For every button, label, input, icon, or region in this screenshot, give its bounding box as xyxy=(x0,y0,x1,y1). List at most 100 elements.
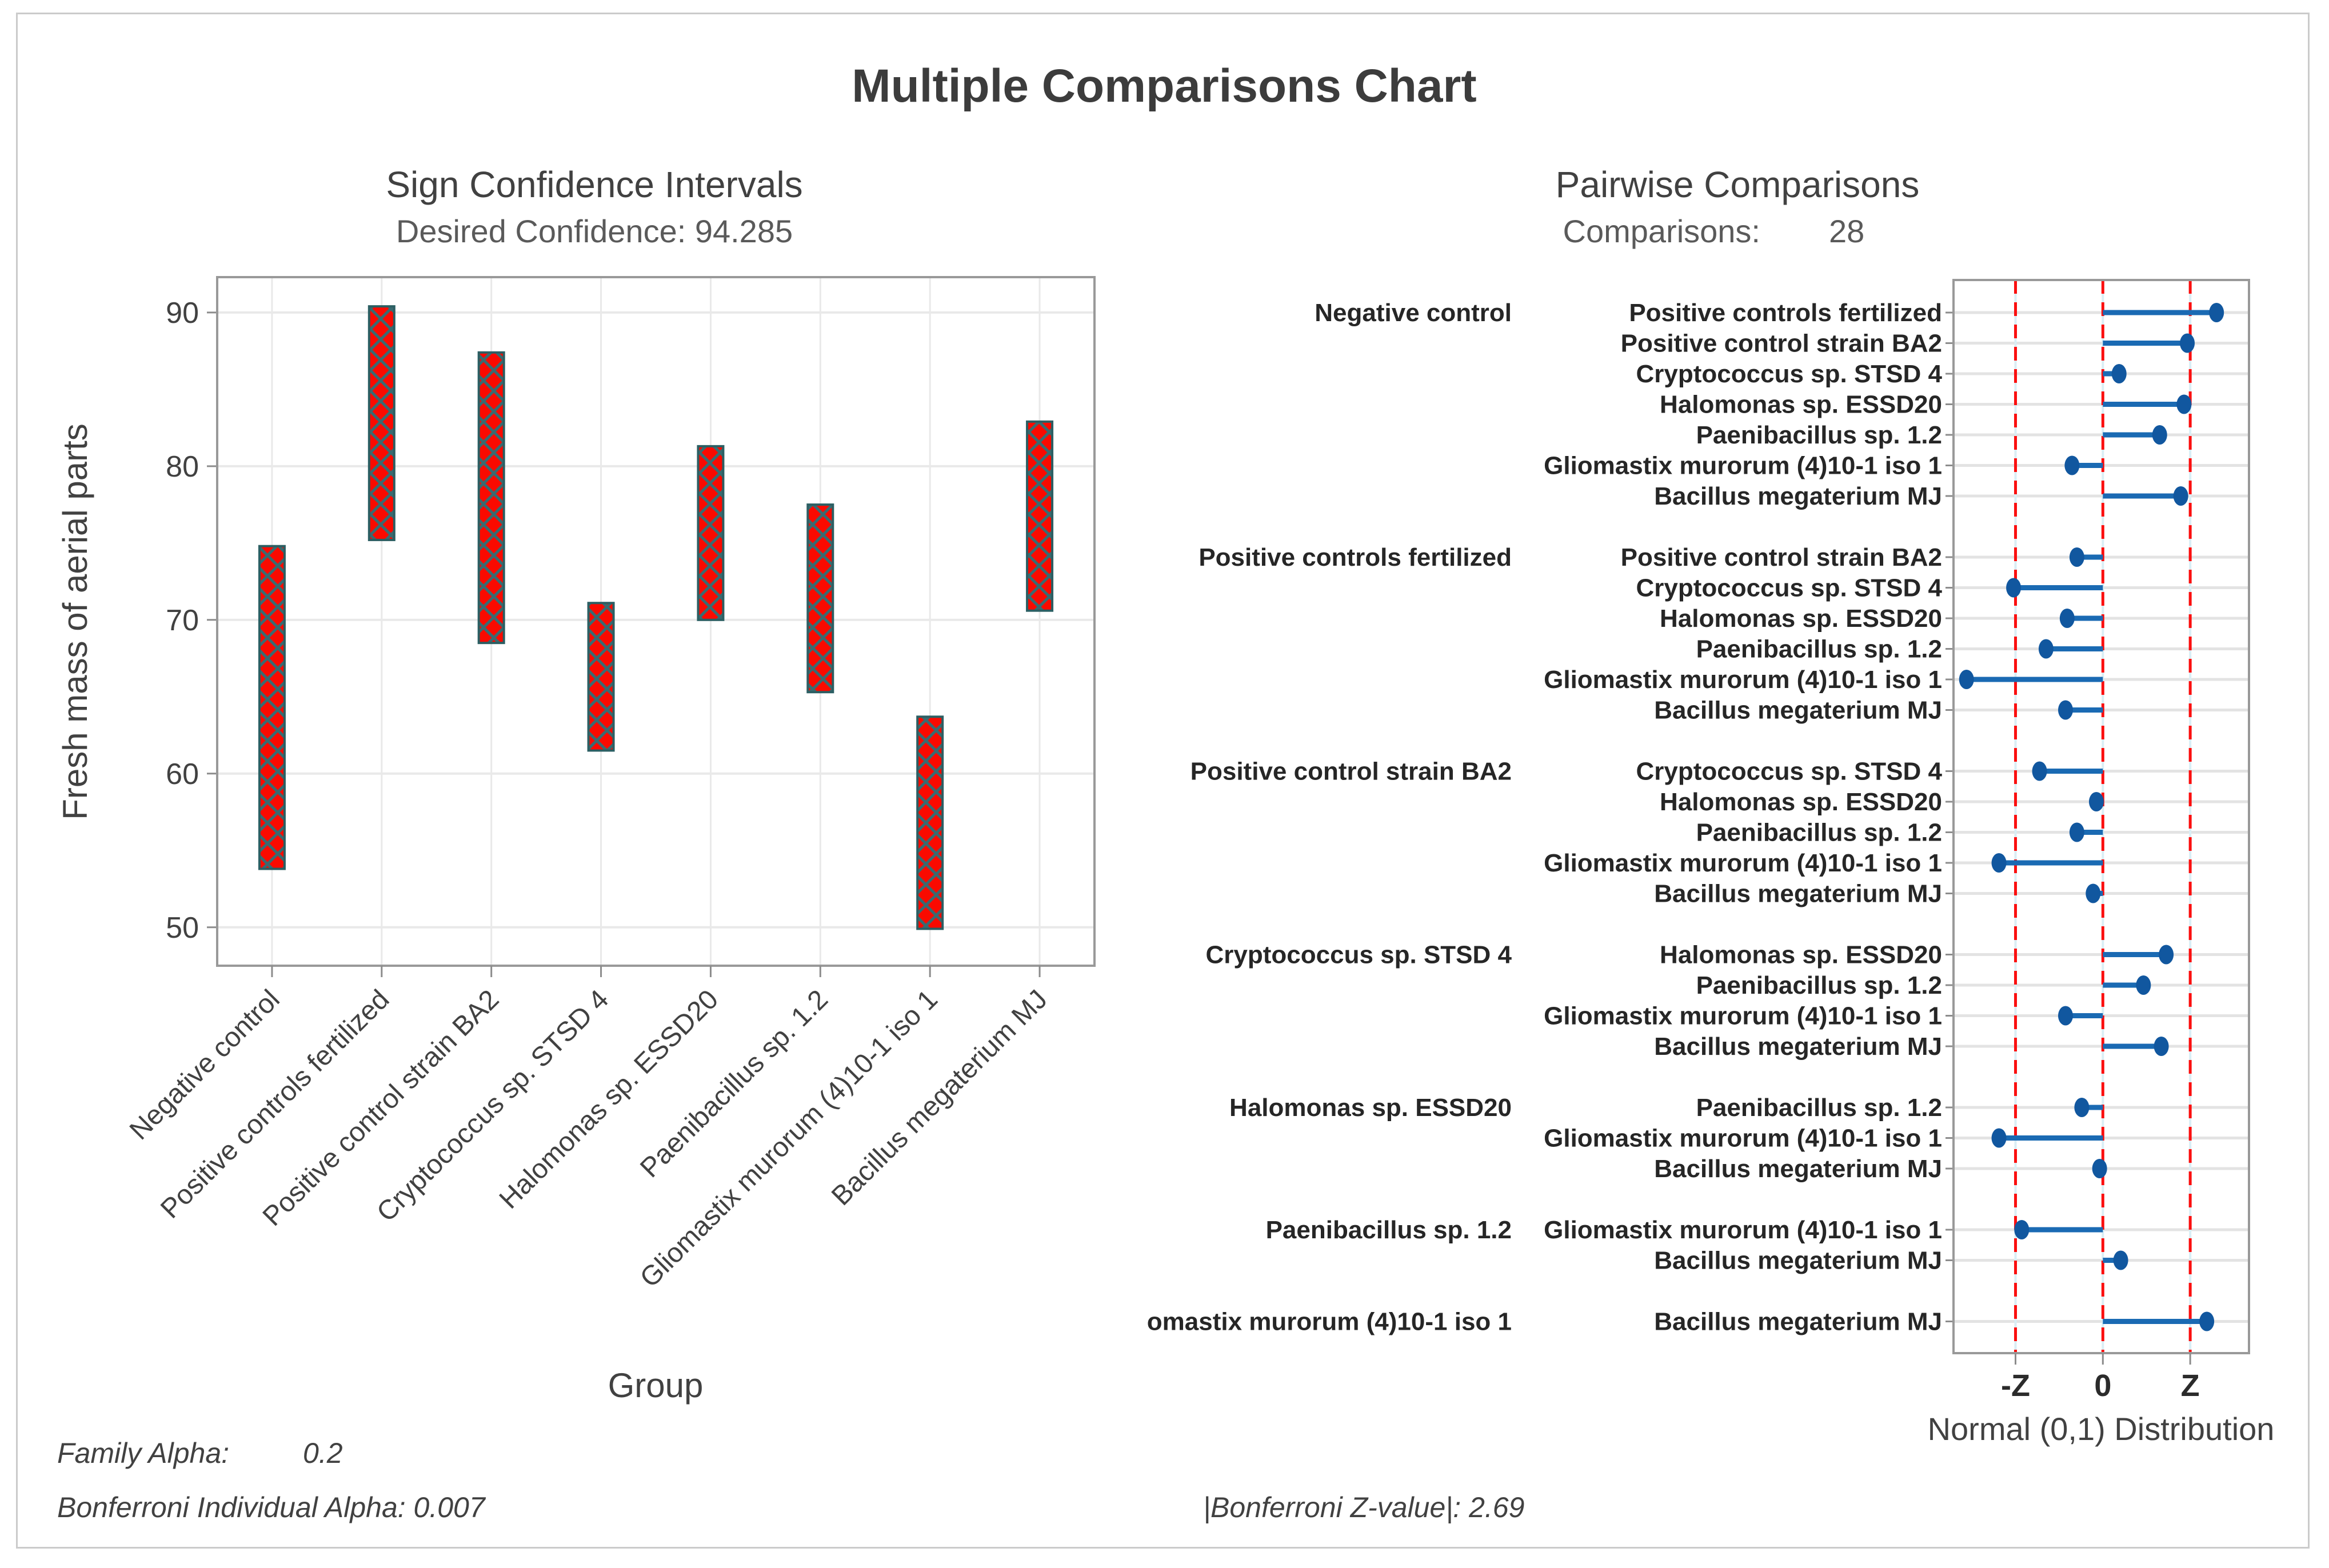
ci-bar-2 xyxy=(477,351,505,645)
right-chart-title: Pairwise Comparisons xyxy=(1556,164,1920,205)
ci-bar-6 xyxy=(916,715,944,930)
comparison-dot xyxy=(2173,486,2188,506)
comparison-label: Gliomastix murorum (4)10-1 iso 1 xyxy=(1544,452,1942,480)
comparison-label: Halomonas sp. ESSD20 xyxy=(1660,941,1942,969)
comparison-dot xyxy=(2136,975,2151,995)
comparison-dot xyxy=(2152,425,2167,445)
group-label: omastix murorum (4)10-1 iso 1 xyxy=(1147,1308,1512,1336)
comparison-label: Paenibacillus sp. 1.2 xyxy=(1696,635,1942,663)
ci-bar-7 xyxy=(1026,420,1054,612)
page-title: Multiple Comparisons Chart xyxy=(852,60,1476,112)
left-chart-subtitle: Desired Confidence: 94.285 xyxy=(396,213,793,249)
comparison-label: Cryptococcus sp. STSD 4 xyxy=(1636,758,1943,786)
comparison-label: Halomonas sp. ESSD20 xyxy=(1660,391,1942,419)
comparison-dot xyxy=(2086,883,2101,903)
comparison-label: Gliomastix murorum (4)10-1 iso 1 xyxy=(1544,1125,1942,1153)
comparison-dot xyxy=(2006,578,2022,598)
comparison-dot xyxy=(2111,364,2127,383)
right-x-tick-label: -Z xyxy=(2001,1369,2030,1403)
y-tick-label: 80 xyxy=(166,450,199,483)
right-x-tick-label: 0 xyxy=(2094,1369,2111,1403)
comparison-label: Paenibacillus sp. 1.2 xyxy=(1696,971,1942,999)
y-tick-label: 50 xyxy=(166,911,199,945)
comparison-dot xyxy=(1959,670,1974,689)
comparison-dot xyxy=(2069,547,2084,567)
y-tick-label: 60 xyxy=(166,758,199,791)
comparison-label: Paenibacillus sp. 1.2 xyxy=(1696,421,1942,449)
left-chart-title: Sign Confidence Intervals xyxy=(386,164,802,205)
comparison-dot xyxy=(2059,609,2075,628)
comparison-dot xyxy=(2064,455,2080,475)
comparison-label: Cryptococcus sp. STSD 4 xyxy=(1636,574,1943,602)
family-alpha-value: 0.2 xyxy=(303,1437,343,1469)
comparison-label: Gliomastix murorum (4)10-1 iso 1 xyxy=(1544,849,1942,877)
comparison-dot xyxy=(2154,1037,2169,1056)
group-label: Positive controls fertilized xyxy=(1199,543,1512,571)
comparison-label: Bacillus megaterium MJ xyxy=(1654,1033,1942,1061)
x-tick-label: Positive control strain BA2 xyxy=(257,984,505,1232)
comparison-label: Paenibacillus sp. 1.2 xyxy=(1696,819,1942,847)
comparison-label: Bacillus megaterium MJ xyxy=(1654,1308,1942,1336)
comparison-label: Bacillus megaterium MJ xyxy=(1654,1155,1942,1183)
comparison-dot xyxy=(2092,1159,2107,1178)
ci-bar-5 xyxy=(806,503,834,694)
comparison-dot xyxy=(2038,639,2054,659)
group-label: Cryptococcus sp. STSD 4 xyxy=(1206,941,1512,969)
chart-outer-border xyxy=(16,13,2310,1549)
ci-bar-4 xyxy=(697,445,725,621)
right-chart-subtitle-label: Comparisons: xyxy=(1563,213,1760,249)
comparison-label: Bacillus megaterium MJ xyxy=(1654,697,1942,725)
left-y-axis-title: Fresh mass of aerial parts xyxy=(56,423,94,820)
comparison-dot xyxy=(2014,1220,2030,1239)
x-tick-label: Halomonas sp. ESSD20 xyxy=(494,984,724,1214)
ci-bar-0 xyxy=(258,545,286,870)
x-tick-label: Positive controls fertilized xyxy=(155,984,395,1224)
comparison-label: Cryptococcus sp. STSD 4 xyxy=(1636,360,1943,388)
right-plot-frame xyxy=(1952,279,2250,1354)
comparison-dot xyxy=(1991,853,2007,873)
comparison-dot xyxy=(2113,1250,2128,1270)
x-tick-label: Paenibacillus sp. 1.2 xyxy=(634,984,834,1183)
comparison-dot xyxy=(2159,945,2174,965)
comparison-dot xyxy=(2209,303,2224,322)
y-tick-label: 90 xyxy=(166,297,199,330)
comparison-label: Halomonas sp. ESSD20 xyxy=(1660,605,1942,633)
group-label: Negative control xyxy=(1315,299,1512,327)
comparison-label: Bacillus megaterium MJ xyxy=(1654,1247,1942,1275)
left-x-axis-title: Group xyxy=(608,1366,704,1405)
right-x-axis-title: Normal (0,1) Distribution xyxy=(1928,1411,2275,1447)
comparison-label: Positive controls fertilized xyxy=(1629,299,1942,327)
comparison-label: Gliomastix murorum (4)10-1 iso 1 xyxy=(1544,666,1942,694)
comparison-dot xyxy=(2069,822,2084,842)
comparison-label: Paenibacillus sp. 1.2 xyxy=(1696,1094,1942,1122)
comparison-dot xyxy=(2180,333,2195,353)
comparison-dot xyxy=(2032,761,2047,781)
comparison-label: Positive control strain BA2 xyxy=(1621,330,1942,358)
comparison-dot xyxy=(2088,792,2104,811)
group-label: Paenibacillus sp. 1.2 xyxy=(1266,1216,1512,1244)
bonferroni-alpha-note: Bonferroni Individual Alpha: 0.007 xyxy=(57,1491,486,1523)
ci-bar-1 xyxy=(367,305,396,541)
comparison-dot xyxy=(1991,1128,2007,1148)
right-chart-subtitle-value: 28 xyxy=(1829,213,1864,249)
x-tick-label: Cryptococcus sp. STSD 4 xyxy=(371,984,614,1227)
x-tick-label: Bacillus megaterium MJ xyxy=(826,984,1053,1211)
right-x-tick-label: Z xyxy=(2181,1369,2200,1403)
comparison-label: Bacillus megaterium MJ xyxy=(1654,880,1942,908)
comparison-label: Halomonas sp. ESSD20 xyxy=(1660,788,1942,816)
bonferroni-z-note: |Bonferroni Z-value|: 2.69 xyxy=(1203,1491,1524,1524)
comparison-dot xyxy=(2058,1006,2074,1026)
group-label: Halomonas sp. ESSD20 xyxy=(1229,1094,1512,1122)
left-plot-frame xyxy=(216,276,1096,967)
comparison-label: Gliomastix murorum (4)10-1 iso 1 xyxy=(1544,1002,1942,1030)
comparison-dot xyxy=(2058,700,2074,720)
comparison-dot xyxy=(2074,1098,2090,1117)
comparison-dot xyxy=(2176,394,2192,414)
group-label: Positive control strain BA2 xyxy=(1191,758,1512,786)
comparison-dot xyxy=(2199,1311,2215,1331)
pairwise-comparisons-plot: Positive controls fertilized Negative con… xyxy=(1147,279,2250,1403)
y-tick-label: 70 xyxy=(166,604,199,637)
